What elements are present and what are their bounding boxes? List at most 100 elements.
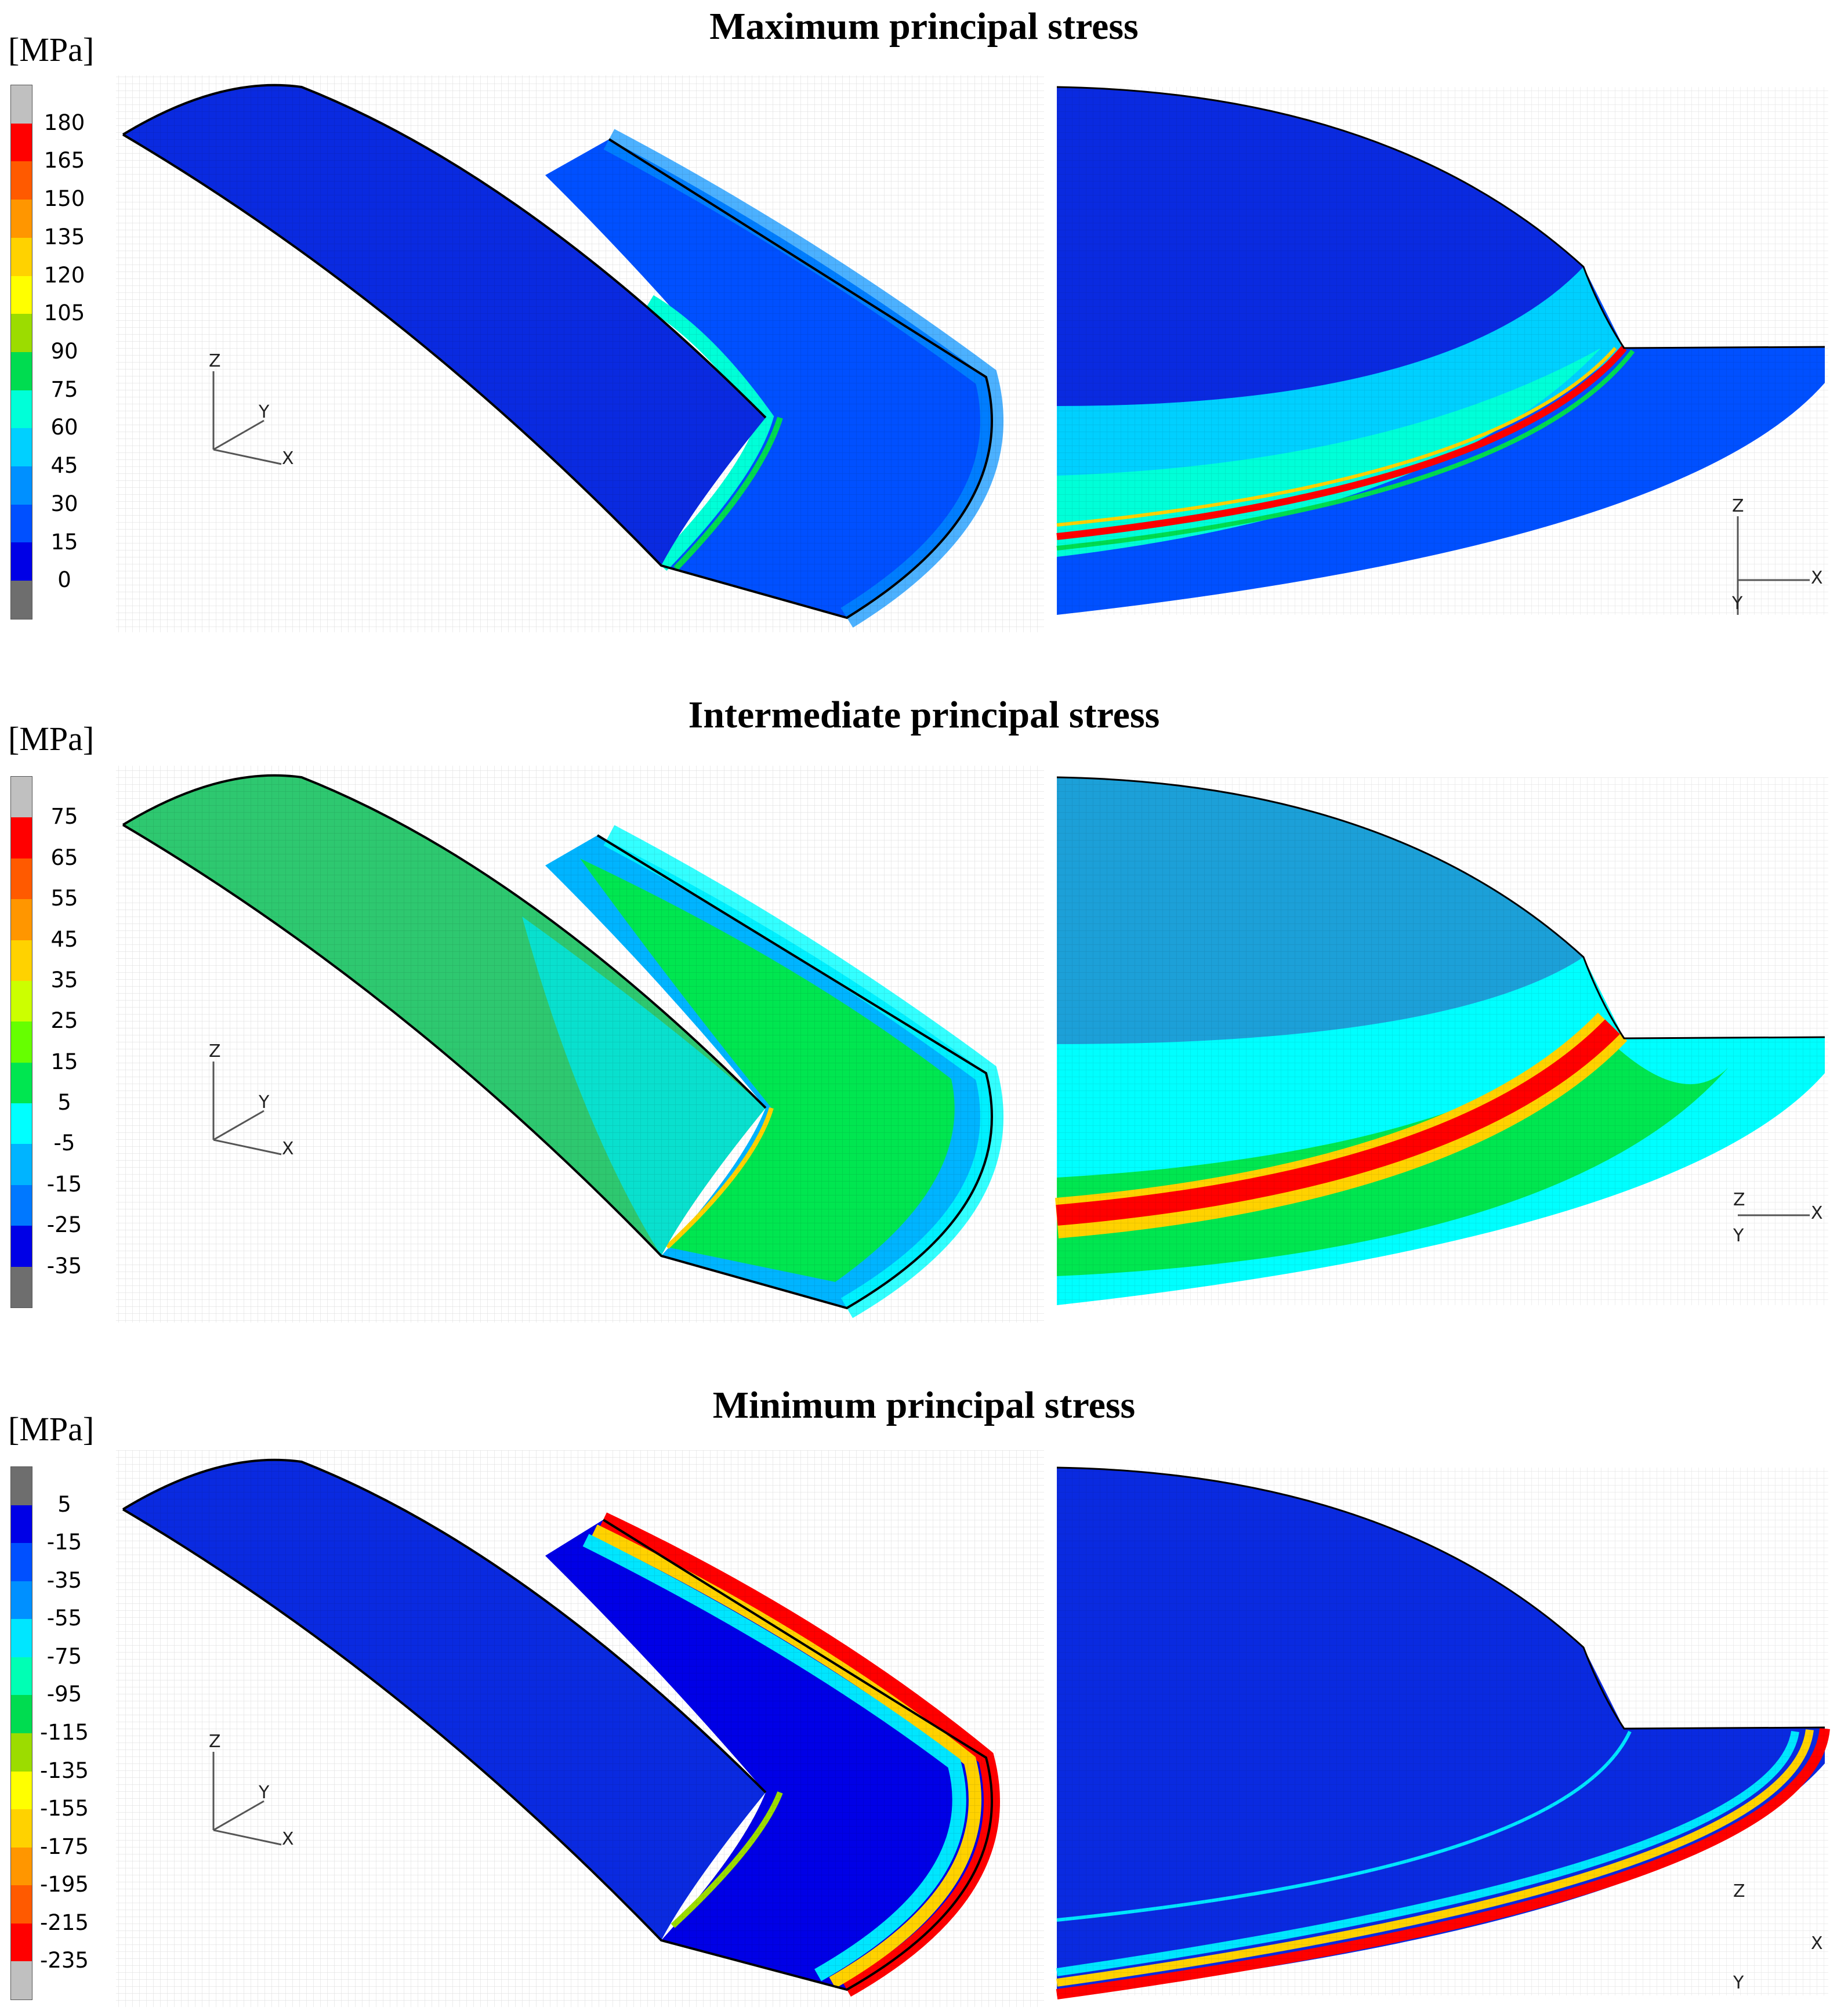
colorbar-segment — [11, 1062, 32, 1103]
colorbar-tick-label: 120 — [44, 262, 85, 288]
colorbar-segment — [11, 1771, 32, 1810]
axis-triad-right-intermediate: Z Y X — [1733, 1190, 1823, 1246]
colorbar-tick-label: 150 — [44, 186, 85, 212]
panel-title-min: Minimum principal stress — [712, 1384, 1136, 1426]
fe-plot-min: Z Y X Z Y X — [116, 1450, 1830, 2007]
axis-label-y: Y — [1733, 1973, 1744, 1993]
colorbar-segment — [11, 1266, 32, 1307]
colorbar-segment — [11, 1657, 32, 1696]
colorbar-tick-label: 15 — [50, 529, 78, 555]
colorbar-tick-label: 15 — [50, 1049, 78, 1074]
colorbar-segment — [11, 1226, 32, 1267]
colorbar-segment — [11, 237, 32, 276]
colorbar-tick-label: 60 — [50, 415, 78, 440]
axis-label-z: Z — [209, 351, 221, 371]
right-view-max: Z Y X — [1056, 86, 1828, 615]
colorbar-segment — [11, 1847, 32, 1886]
colorbar-tick-label: 180 — [44, 110, 85, 135]
colorbar-tick-label: 45 — [50, 926, 78, 952]
colorbar-tick-label: 0 — [57, 567, 71, 593]
colorbar-segment — [11, 390, 32, 429]
colorbar-tick-label: -5 — [53, 1131, 75, 1156]
colorbar-tick-label: 5 — [57, 1090, 71, 1115]
colorbar-segment — [11, 466, 32, 505]
colorbar-segment — [11, 1733, 32, 1772]
colorbar-min — [10, 1466, 32, 2000]
axis-label-z: Z — [209, 1041, 221, 1062]
colorbar-tick-label: 55 — [50, 886, 78, 911]
colorbar-segment — [11, 1505, 32, 1544]
colorbar-tick-label: 105 — [44, 300, 85, 326]
colorbar-segment — [11, 980, 32, 1022]
colorbar-tick-label: 75 — [50, 804, 78, 829]
axis-triad-right-min: Z Y X — [1733, 1881, 1823, 1993]
colorbar-tick-label: -235 — [40, 1948, 89, 1973]
colorbar-segment — [11, 314, 32, 352]
colorbar-tick-label: -25 — [46, 1212, 82, 1238]
axis-label-x: X — [1811, 568, 1823, 588]
colorbar-tick-label: 25 — [50, 1008, 78, 1034]
axis-label-y: Y — [258, 1783, 270, 1803]
axis-label-z: Z — [1732, 496, 1744, 516]
colorbar-segment — [11, 542, 32, 581]
colorbar-tick-label: 75 — [50, 376, 78, 402]
axis-label-z: Z — [1733, 1190, 1745, 1210]
colorbar-segment — [11, 428, 32, 467]
axis-label-x: X — [282, 1829, 294, 1849]
colorbar-tick-label: 5 — [57, 1491, 71, 1517]
colorbar-tick-label: 165 — [44, 148, 85, 173]
colorbar-tick-label: 90 — [50, 339, 78, 364]
axis-triad-left-intermediate: Z Y X — [209, 1041, 294, 1159]
axis-label-x: X — [282, 448, 294, 469]
colorbar-tick-label: -15 — [46, 1530, 82, 1555]
unit-label-intermediate: [MPa] — [8, 720, 95, 758]
colorbar-tick-label: -215 — [40, 1910, 89, 1935]
left-view-intermediate: Z Y X — [116, 766, 1044, 1323]
colorbar-tick-label: -15 — [46, 1171, 82, 1197]
colorbar-segment — [11, 504, 32, 543]
axis-label-z: Z — [209, 1732, 221, 1752]
colorbar-intermediate — [10, 776, 32, 1308]
panel-title-max: Maximum principal stress — [709, 5, 1139, 48]
left-view-max: Z Y X — [116, 75, 1044, 632]
colorbar-segment — [11, 1103, 32, 1144]
axis-triad-left-min: Z Y X — [209, 1732, 294, 1849]
colorbar-tick-label: -115 — [40, 1720, 89, 1745]
colorbar-segment — [11, 777, 32, 818]
colorbar-segment — [11, 200, 32, 238]
colorbar-segment — [11, 1961, 32, 1999]
colorbar-segment — [11, 1619, 32, 1657]
colorbar-segment — [11, 1695, 32, 1733]
colorbar-segment — [11, 85, 32, 124]
unit-label-max: [MPa] — [8, 31, 95, 68]
colorbar-segment — [11, 352, 32, 390]
colorbar-segment — [11, 1022, 32, 1063]
colorbar-tick-label: -135 — [40, 1758, 89, 1783]
axis-label-y: Y — [1731, 593, 1743, 614]
colorbar-segment — [11, 899, 32, 940]
unit-label-min: [MPa] — [8, 1410, 95, 1448]
axis-triad-right-max: Z Y X — [1731, 496, 1823, 615]
fe-plot-intermediate: Z Y X Z Y X — [116, 766, 1828, 1323]
axis-label-x: X — [282, 1139, 294, 1159]
colorbar-segment — [11, 1185, 32, 1226]
colorbar-tick-label: -195 — [40, 1872, 89, 1897]
colorbar-segment — [11, 940, 32, 981]
colorbar-segment — [11, 1144, 32, 1185]
colorbar-segment — [11, 1885, 32, 1924]
colorbar-tick-label: -95 — [46, 1682, 82, 1707]
colorbar-segment — [11, 123, 32, 162]
axis-label-x: X — [1811, 1203, 1823, 1223]
axis-triad-left-max: Z Y X — [209, 351, 294, 469]
panel-title-intermediate: Intermediate principal stress — [688, 694, 1160, 736]
axis-label-y: Y — [258, 1092, 270, 1113]
fe-plot-max: Z Y X Z Y X — [116, 75, 1828, 632]
colorbar-max — [10, 85, 32, 620]
axis-label-x: X — [1811, 1933, 1823, 1954]
colorbar-segment — [11, 581, 32, 619]
colorbar-tick-label: 35 — [50, 967, 78, 992]
right-view-min: Z Y X — [1056, 1466, 1830, 1999]
colorbar-tick-label: -35 — [46, 1567, 82, 1593]
colorbar-segment — [11, 1923, 32, 1962]
